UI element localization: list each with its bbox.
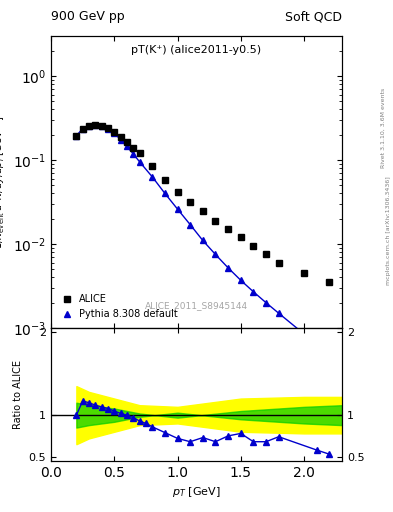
ALICE: [175, 188, 180, 195]
Y-axis label: $1/N_\mathrm{event}\,d^2N/dy/dp_T\,[\mathrm{GeV}^{-1}]$: $1/N_\mathrm{event}\,d^2N/dy/dp_T\,[\mat…: [0, 115, 7, 249]
Pythia 8.308 default: [213, 251, 218, 258]
Text: pT(K⁺) (alice2011-y0.5): pT(K⁺) (alice2011-y0.5): [131, 45, 262, 55]
Text: Rivet 3.1.10, 3.6M events: Rivet 3.1.10, 3.6M events: [381, 88, 386, 168]
ALICE: [99, 123, 104, 129]
Text: 900 GeV pp: 900 GeV pp: [51, 10, 125, 23]
Pythia 8.308 default: [163, 190, 167, 197]
Pythia 8.308 default: [276, 310, 281, 316]
Pythia 8.308 default: [321, 352, 325, 358]
Pythia 8.308 default: [87, 123, 92, 129]
Text: mcplots.cern.ch [arXiv:1306.3436]: mcplots.cern.ch [arXiv:1306.3436]: [386, 176, 391, 285]
ALICE: [163, 177, 167, 183]
Text: ALICE_2011_S8945144: ALICE_2011_S8945144: [145, 302, 248, 310]
Pythia 8.308 default: [93, 122, 98, 129]
ALICE: [150, 163, 154, 169]
Pythia 8.308 default: [74, 133, 79, 139]
X-axis label: $p_T$ [GeV]: $p_T$ [GeV]: [172, 485, 221, 499]
ALICE: [226, 226, 230, 232]
Text: Soft QCD: Soft QCD: [285, 10, 342, 23]
ALICE: [188, 199, 193, 205]
Legend: ALICE, Pythia 8.308 default: ALICE, Pythia 8.308 default: [56, 290, 182, 323]
ALICE: [131, 144, 136, 151]
ALICE: [276, 260, 281, 266]
ALICE: [327, 279, 332, 285]
ALICE: [74, 133, 79, 139]
Pythia 8.308 default: [106, 126, 110, 132]
Pythia 8.308 default: [150, 174, 154, 180]
ALICE: [87, 123, 92, 129]
Pythia 8.308 default: [200, 238, 205, 244]
Pythia 8.308 default: [188, 222, 193, 228]
Pythia 8.308 default: [264, 300, 268, 306]
ALICE: [106, 125, 110, 131]
ALICE: [93, 122, 98, 128]
Line: ALICE: ALICE: [73, 122, 333, 286]
ALICE: [264, 251, 268, 258]
Pythia 8.308 default: [80, 126, 85, 132]
Pythia 8.308 default: [226, 265, 230, 271]
Pythia 8.308 default: [333, 367, 338, 373]
ALICE: [80, 126, 85, 132]
Pythia 8.308 default: [112, 131, 117, 137]
Pythia 8.308 default: [125, 143, 129, 150]
Pythia 8.308 default: [251, 289, 256, 295]
Pythia 8.308 default: [137, 159, 142, 165]
ALICE: [125, 139, 129, 145]
ALICE: [301, 270, 306, 276]
ALICE: [239, 234, 243, 241]
Line: Pythia 8.308 default: Pythia 8.308 default: [73, 122, 338, 372]
Y-axis label: Ratio to ALICE: Ratio to ALICE: [13, 360, 23, 429]
Pythia 8.308 default: [131, 151, 136, 157]
ALICE: [200, 207, 205, 214]
Pythia 8.308 default: [301, 331, 306, 337]
ALICE: [137, 150, 142, 156]
Pythia 8.308 default: [175, 206, 180, 212]
Pythia 8.308 default: [99, 123, 104, 130]
ALICE: [213, 218, 218, 224]
ALICE: [118, 134, 123, 140]
ALICE: [112, 129, 117, 135]
ALICE: [251, 243, 256, 249]
Pythia 8.308 default: [239, 277, 243, 283]
Pythia 8.308 default: [118, 137, 123, 143]
